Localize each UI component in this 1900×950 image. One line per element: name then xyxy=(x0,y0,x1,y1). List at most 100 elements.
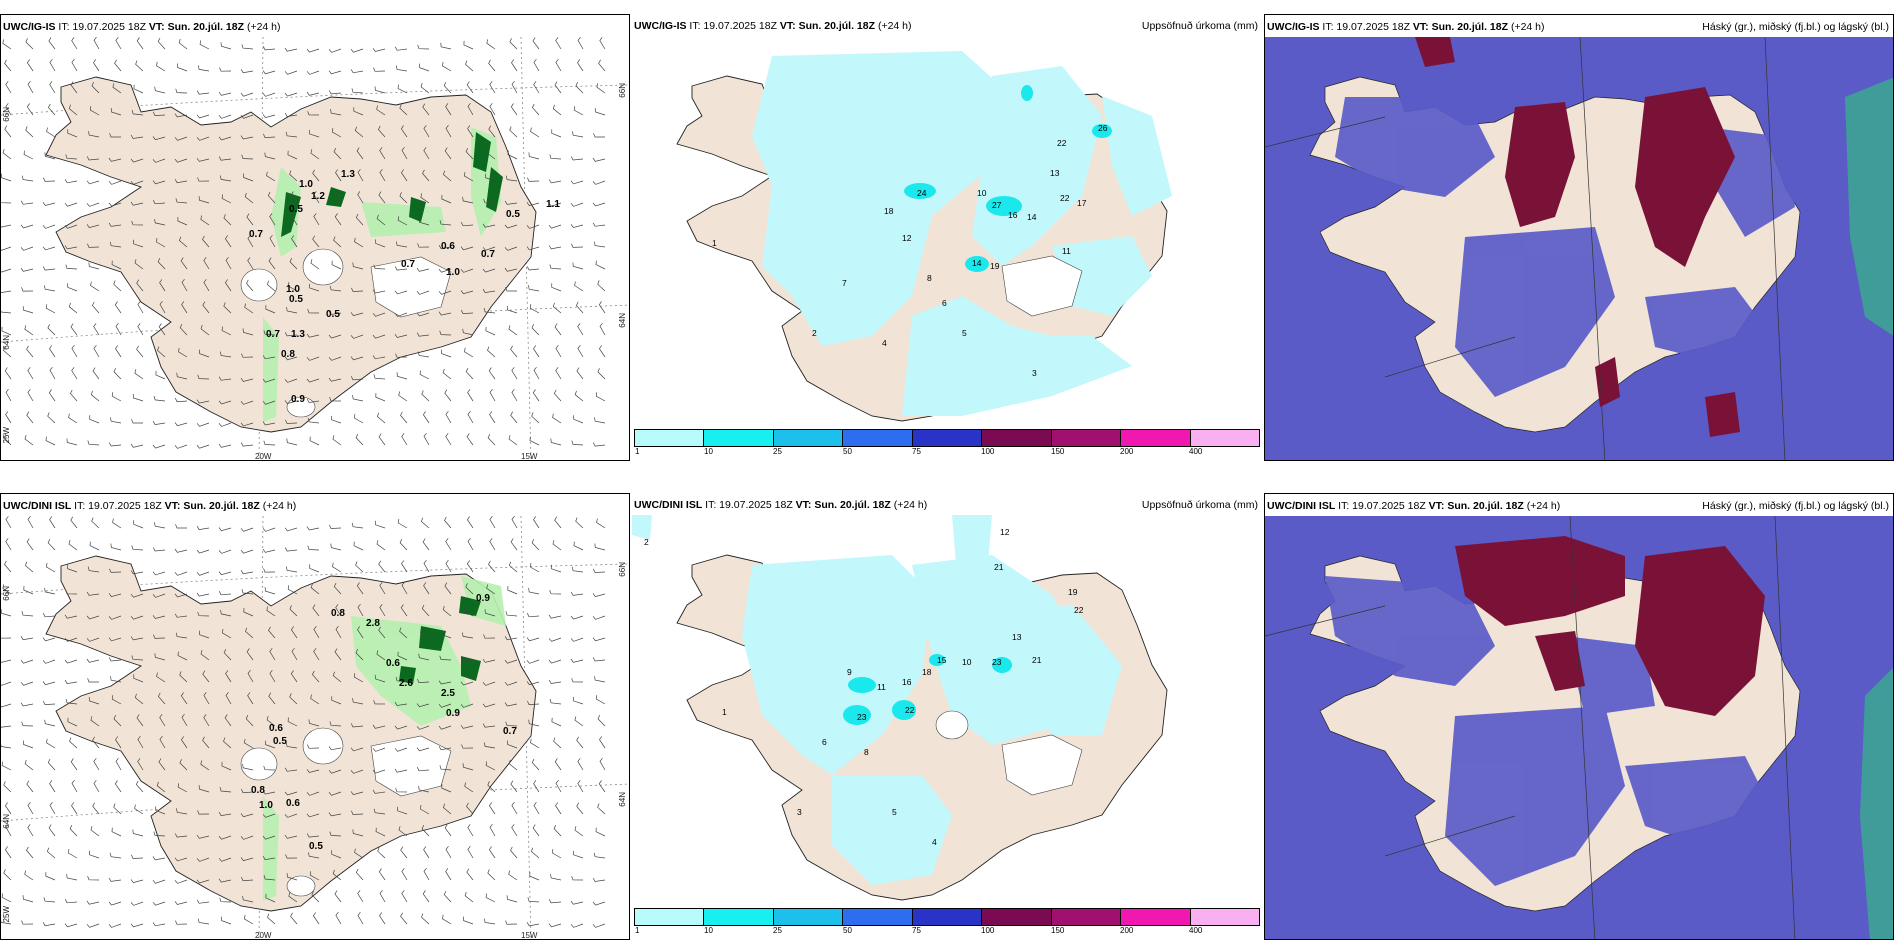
wind-barb xyxy=(442,914,452,925)
wind-barb xyxy=(311,670,320,683)
val-1: 0.8 xyxy=(331,608,345,619)
wind-barb xyxy=(445,868,452,881)
wind-map: 0.8 2.8 0.6 2.6 2.5 0.9 0.9 0.7 0.6 0.5 … xyxy=(1,516,629,939)
wind-barb xyxy=(508,759,518,771)
wind-barb xyxy=(328,334,342,339)
wind-barb xyxy=(284,112,298,117)
wind-barb xyxy=(352,698,364,705)
wind-barb xyxy=(572,262,584,270)
wind-barb xyxy=(262,378,276,383)
wind-barb xyxy=(1,761,12,771)
wind-barb xyxy=(240,69,254,74)
val-9: 0.7 xyxy=(401,259,415,270)
val-10: 17 xyxy=(1077,198,1087,208)
wind-barb xyxy=(49,780,56,793)
wind-barb xyxy=(357,168,364,182)
wind-barb xyxy=(401,890,408,903)
wind-barb xyxy=(555,58,562,72)
val-9: 0.6 xyxy=(269,723,283,734)
wind-barb xyxy=(219,175,232,182)
wind-barb xyxy=(157,257,166,270)
wind-barb xyxy=(196,136,210,141)
lat-label-66n-left: 66N xyxy=(2,107,11,122)
wind-barb xyxy=(333,236,342,248)
wind-barb xyxy=(136,345,144,358)
colorbar xyxy=(634,908,1260,926)
wind-barb xyxy=(397,806,408,815)
wind-barb xyxy=(310,149,320,160)
wind-barb xyxy=(134,259,144,270)
wind-barb xyxy=(289,170,298,182)
wind-barb xyxy=(5,823,12,837)
wind-barbs xyxy=(1,37,606,449)
wind-barb xyxy=(419,63,430,72)
wind-barb xyxy=(350,769,364,774)
wind-barb xyxy=(400,846,408,859)
panel-subtitle: Uppsöfnuð úrkoma (mm) xyxy=(1141,499,1258,511)
wind-barb xyxy=(177,216,188,226)
wind-barb xyxy=(90,826,100,837)
wind-barb xyxy=(351,810,364,815)
wind-barb xyxy=(554,758,562,771)
wind-barb xyxy=(178,38,188,50)
wind-barb xyxy=(197,177,210,182)
wind-barb xyxy=(464,782,474,793)
colorbar-seg xyxy=(982,909,1052,925)
colorbar-seg xyxy=(635,430,705,446)
wind-barb xyxy=(548,245,562,250)
wind-barb xyxy=(26,103,34,116)
wind-barb xyxy=(87,440,100,446)
wind-barb xyxy=(159,279,166,292)
wind-barb xyxy=(354,848,364,859)
wind-barb xyxy=(466,560,474,573)
wind-barb xyxy=(284,813,298,818)
wind-barb xyxy=(328,746,342,751)
wind-barb xyxy=(218,571,232,576)
wind-barb xyxy=(417,351,430,358)
wind-barb xyxy=(510,103,518,116)
wind-barb xyxy=(174,548,188,553)
wind-barb xyxy=(306,833,320,838)
wind-barb xyxy=(486,584,496,595)
wind-barb xyxy=(197,918,210,925)
wind-barb xyxy=(48,37,56,50)
wind-barb xyxy=(263,330,276,336)
wind-barb xyxy=(467,102,474,116)
wind-barb xyxy=(598,59,606,72)
wind-barb xyxy=(482,703,496,708)
init-time: IT: 19.07.2025 18Z xyxy=(705,499,793,511)
wind-barb xyxy=(593,568,606,573)
wind-barb xyxy=(526,224,540,229)
wind-barb xyxy=(196,549,210,554)
wind-barb xyxy=(284,92,298,97)
wind-barb xyxy=(466,433,474,446)
wind-barb xyxy=(115,757,122,771)
wind-barb xyxy=(134,369,144,380)
wind-barb xyxy=(399,539,408,551)
wind-barb xyxy=(70,516,78,529)
high-cloud xyxy=(1455,536,1765,716)
wind-barb xyxy=(243,607,254,617)
wind-barb xyxy=(174,901,188,905)
wind-barb xyxy=(268,257,276,270)
colorbar-seg xyxy=(1051,430,1122,446)
wind-barb xyxy=(196,399,210,404)
cbar-tick-400: 400 xyxy=(1189,447,1203,456)
wind-barb xyxy=(489,516,496,529)
wind-barb xyxy=(196,157,210,162)
wind-barb xyxy=(240,835,254,840)
wind-barb xyxy=(423,846,430,859)
wind-barb xyxy=(572,131,584,138)
wind-barb xyxy=(136,714,144,727)
val-1: 12 xyxy=(1000,527,1010,537)
wind-barb xyxy=(264,587,276,595)
wind-barb xyxy=(88,131,100,138)
wind-barb xyxy=(67,564,78,573)
val-3: 1.2 xyxy=(311,191,325,202)
wind-barb xyxy=(130,201,144,206)
wind-barb xyxy=(93,323,100,336)
wind-barb xyxy=(21,721,34,727)
wind-barb xyxy=(203,279,210,292)
wind-barb xyxy=(1,703,12,708)
wind-barb xyxy=(555,344,562,358)
